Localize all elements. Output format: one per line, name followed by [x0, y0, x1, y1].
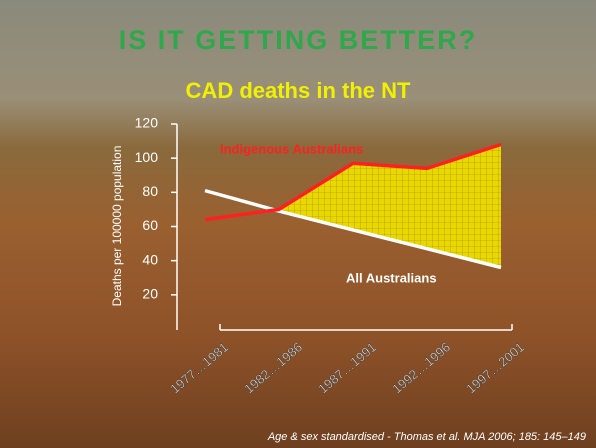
series-line	[204, 142, 502, 222]
y-tick-label: 80	[142, 183, 158, 199]
y-tick-label: 20	[142, 286, 158, 302]
y-tick-label: 100	[135, 149, 159, 165]
series-label: All Australians	[346, 270, 437, 285]
y-axis-label: Deaths per 100000 population	[110, 146, 124, 307]
series-line	[204, 188, 502, 270]
y-tick-label: 60	[142, 217, 158, 233]
series-label: Indigenous Australians	[220, 141, 363, 156]
y-tick-label: 120	[135, 115, 159, 131]
footnote: Age & sex standardised - Thomas et al. M…	[267, 431, 586, 443]
slide-title: IS IT GETTING BETTER?	[119, 25, 478, 55]
y-tick-label: 40	[142, 251, 158, 267]
chart-subtitle: CAD deaths in the NT	[186, 78, 411, 103]
